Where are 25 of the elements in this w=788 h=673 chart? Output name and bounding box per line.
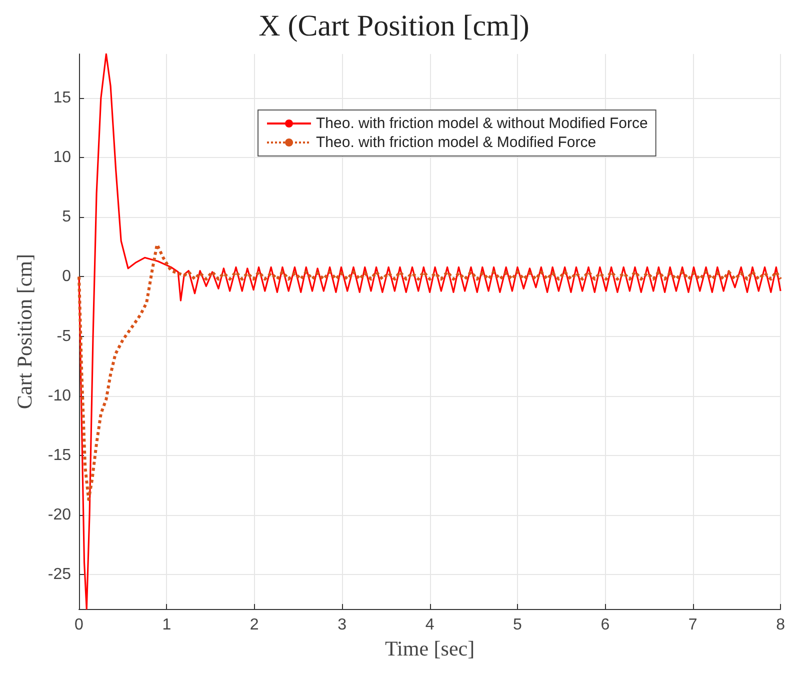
x-tick-label: 4	[425, 616, 434, 634]
y-tick-label: -20	[48, 506, 72, 524]
x-tick-label: 8	[776, 616, 786, 634]
x-tick-label: 6	[600, 616, 610, 634]
x-tick-label: 5	[513, 616, 522, 634]
y-tick-label: 5	[62, 208, 72, 226]
y-tick-label: 10	[53, 149, 72, 166]
y-tick-label: -5	[56, 328, 72, 345]
y-tick-label: 0	[62, 268, 72, 286]
x-axis-title: Time [sec]	[384, 636, 475, 660]
x-tick-label: 7	[688, 616, 698, 634]
y-tick-label: -25	[48, 566, 72, 583]
y-tick-label: -10	[48, 387, 72, 404]
x-tick-label: 0	[74, 616, 84, 634]
x-tick-label: 1	[162, 616, 172, 634]
y-tick-label: -15	[48, 446, 72, 464]
legend-label: Theo. with friction model & Modified Force	[316, 134, 596, 151]
line-series	[78, 53, 782, 610]
x-tick-label: 2	[250, 616, 259, 634]
chart-title: X (Cart Position [cm])	[258, 10, 530, 42]
legend-label: Theo. with friction model & without Modified Force	[316, 115, 648, 132]
x-tick-label: 3	[338, 616, 347, 634]
y-axis-title: Cart Position [cm]	[12, 254, 36, 410]
line-series	[78, 243, 782, 501]
y-tick-label: 15	[53, 90, 72, 107]
